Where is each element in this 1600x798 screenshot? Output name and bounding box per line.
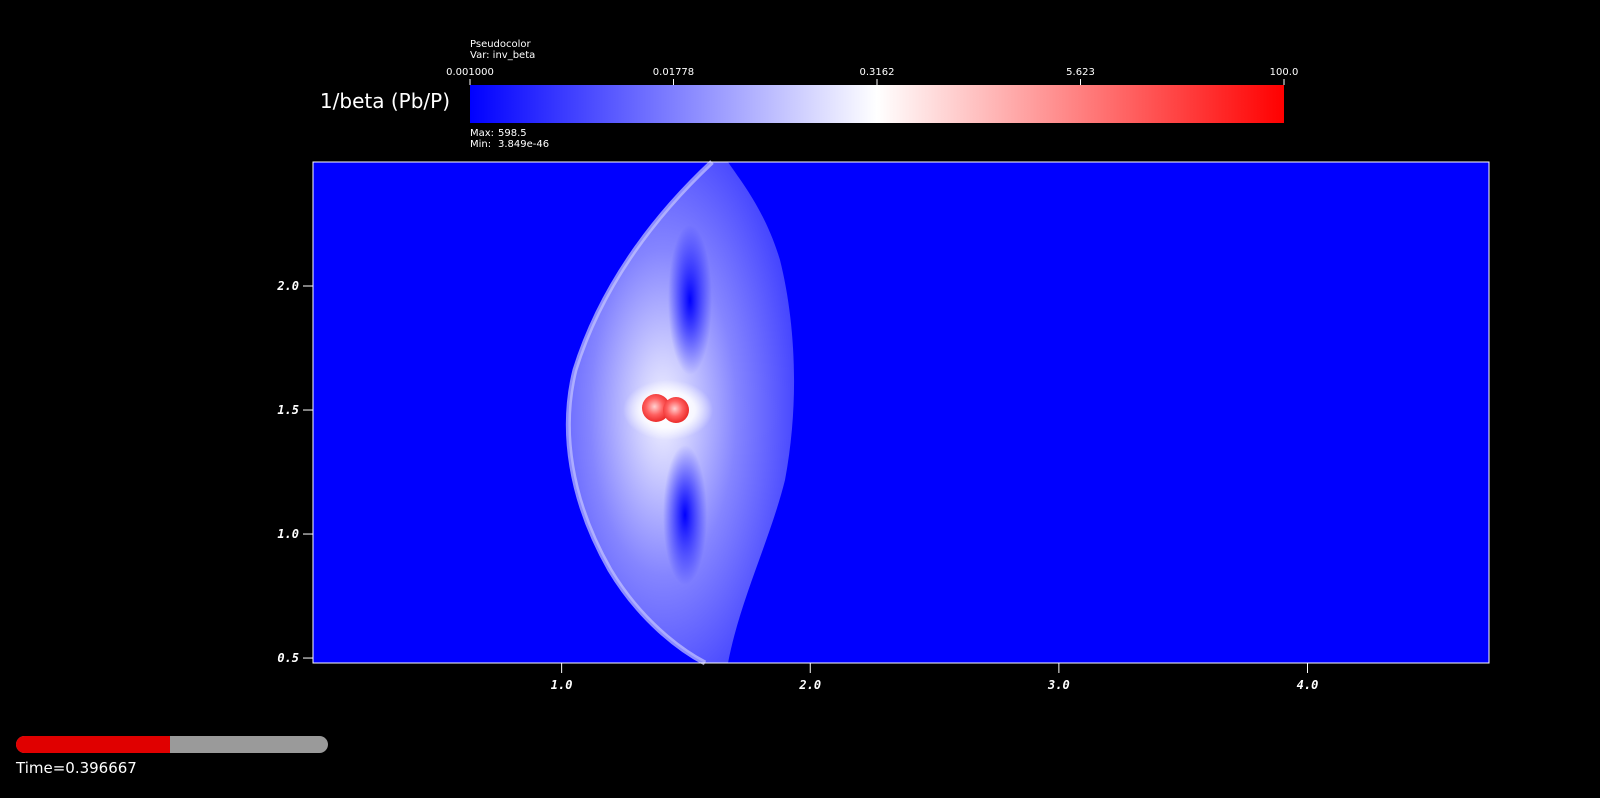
time-value: 0.396667 xyxy=(65,759,137,777)
y-tick-label: 0.5 xyxy=(277,651,299,665)
colorbar-tick-label: 0.01778 xyxy=(653,67,694,78)
y-tick-label: 1.5 xyxy=(277,403,299,417)
field-background xyxy=(313,162,1489,663)
y-tick-label: 2.0 xyxy=(276,279,299,293)
slider-progress xyxy=(160,736,170,753)
slider-progress xyxy=(16,736,170,753)
colorbar-tick-label: 5.623 xyxy=(1066,67,1095,78)
plot-frame xyxy=(312,161,1490,664)
min-label: Min: xyxy=(470,139,491,150)
low-lobe xyxy=(668,225,712,375)
y-tick-label: 1.0 xyxy=(277,527,299,541)
colorbar-tick-label: 0.001000 xyxy=(446,67,494,78)
field xyxy=(312,160,1490,666)
min-value: 3.849e-46 xyxy=(498,139,549,150)
colorbar xyxy=(470,85,1284,123)
max-value: 598.5 xyxy=(498,128,527,139)
time-slider xyxy=(16,736,328,753)
x-tick-label: 1.0 xyxy=(551,678,573,692)
x-tick-label: 4.0 xyxy=(1297,678,1319,692)
colorbar-tick-label: 0.3162 xyxy=(859,67,894,78)
shock-front xyxy=(565,160,714,666)
high-blob xyxy=(663,397,689,423)
plot-name: Pseudocolor xyxy=(470,39,532,50)
time-label: Time= xyxy=(15,759,65,777)
colorbar-tick-label: 100.0 xyxy=(1270,67,1299,78)
max-label: Max: xyxy=(470,128,494,139)
high-blob xyxy=(642,394,670,422)
x-tick-label: 2.0 xyxy=(798,678,821,692)
low-lobe xyxy=(663,445,707,585)
x-tick-label: 3.0 xyxy=(1047,678,1070,692)
variable-name: Var: inv_beta xyxy=(470,50,535,61)
colorbar-title: 1/beta (Pb/P) xyxy=(320,89,450,113)
